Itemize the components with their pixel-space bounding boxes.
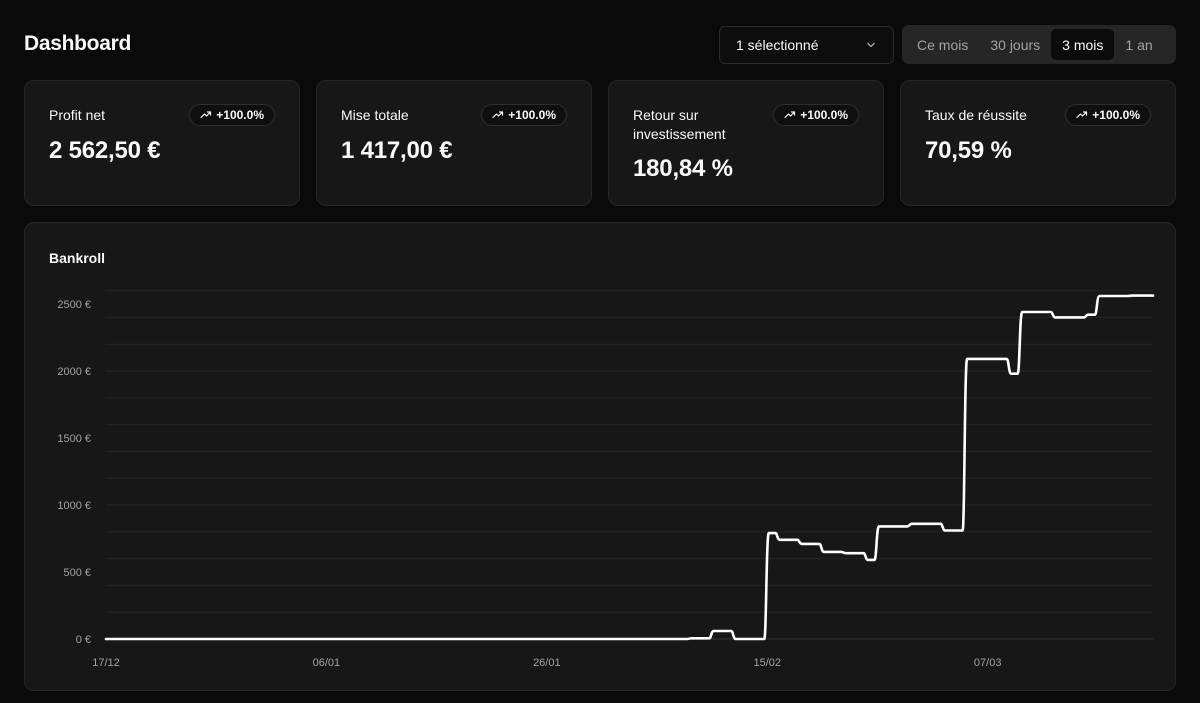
- x-tick-label: 17/12: [92, 657, 120, 669]
- tab-3-mois[interactable]: 3 mois: [1051, 29, 1115, 60]
- trend-badge: +100.0%: [1065, 104, 1151, 126]
- stat-card-mise-totale: Mise totale +100.0% 1 417,00 €: [316, 80, 592, 206]
- bankroll-selector-value: 1 sélectionné: [736, 37, 819, 53]
- stat-card-roi: Retour sur investissement +100.0% 180,84…: [608, 80, 884, 206]
- y-tick-label: 2500 €: [57, 299, 91, 311]
- trending-up-icon: [784, 108, 796, 122]
- bankroll-selector[interactable]: 1 sélectionné: [719, 26, 894, 64]
- tab-1-an[interactable]: 1 an: [1125, 36, 1153, 53]
- stat-label: Taux de réussite: [925, 107, 1027, 123]
- x-tick-label: 07/03: [974, 657, 1002, 669]
- trend-badge-value: +100.0%: [1092, 108, 1140, 122]
- stat-value: 2 562,50 €: [49, 137, 161, 164]
- stat-card-profit-net: Profit net +100.0% 2 562,50 €: [24, 80, 300, 206]
- chevron-down-icon: [865, 39, 877, 51]
- stat-card-taux-reussite: Taux de réussite +100.0% 70,59 %: [900, 80, 1176, 206]
- date-range-tabs: Ce mois 30 jours 3 mois 1 an: [902, 25, 1176, 64]
- stat-value: 1 417,00 €: [341, 137, 453, 164]
- stat-label: Retour sur investissement: [633, 107, 726, 142]
- y-tick-label: 500 €: [63, 567, 91, 579]
- bankroll-chart-card: Bankroll 0 € 500 € 1000 € 1500 € 2000 € 2500 …: [24, 222, 1176, 691]
- tab-30-jours[interactable]: 30 jours: [990, 36, 1041, 53]
- tab-ce-mois[interactable]: Ce mois: [917, 36, 969, 53]
- stat-value: 70,59 %: [925, 137, 1012, 164]
- trending-up-icon: [492, 108, 504, 122]
- trending-up-icon: [1076, 108, 1088, 122]
- y-tick-label: 1500 €: [57, 433, 91, 445]
- trend-badge: +100.0%: [773, 104, 859, 126]
- bankroll-line: [104, 294, 1155, 641]
- bankroll-chart: 0 € 500 € 1000 € 1500 € 2000 € 2500 € 17/12 06/…: [57, 290, 1155, 669]
- trend-badge-value: +100.0%: [508, 108, 556, 122]
- trending-up-icon: [200, 108, 212, 122]
- stat-value: 180,84 %: [633, 155, 733, 182]
- chart-title: Bankroll: [49, 250, 106, 266]
- x-tick-label: 26/01: [533, 657, 561, 669]
- stat-label: Profit net: [49, 107, 106, 123]
- trend-badge-value: +100.0%: [216, 108, 264, 122]
- x-tick-label: 15/02: [753, 657, 781, 669]
- trend-badge-value: +100.0%: [800, 108, 848, 122]
- y-tick-label: 1000 €: [57, 500, 91, 512]
- stat-label: Mise totale: [341, 107, 409, 123]
- trend-badge: +100.0%: [481, 104, 567, 126]
- y-tick-label: 2000 €: [57, 366, 91, 378]
- x-tick-label: 06/01: [313, 657, 341, 669]
- page-title: Dashboard: [24, 32, 131, 55]
- trend-badge: +100.0%: [189, 104, 275, 126]
- y-tick-label: 0 €: [76, 634, 91, 646]
